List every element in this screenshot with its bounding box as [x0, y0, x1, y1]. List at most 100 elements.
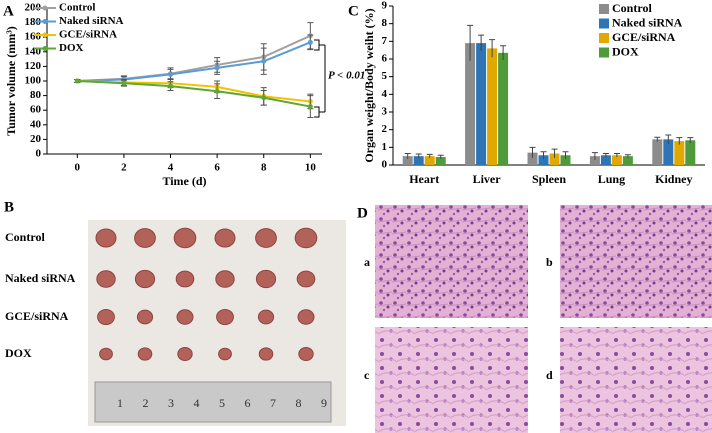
histology-image — [560, 327, 712, 433]
tumor — [218, 347, 232, 361]
error-bar — [665, 134, 672, 144]
bar — [589, 156, 600, 165]
legend-label: Naked siRNA — [59, 15, 124, 27]
tumor — [257, 309, 275, 325]
point — [74, 78, 80, 84]
ruler-label: 8 — [296, 396, 302, 410]
series-line — [77, 80, 311, 108]
x-tick-label: 2 — [121, 162, 127, 174]
y-tick-label: 20 — [30, 133, 42, 145]
bar — [560, 155, 571, 165]
legend-label: DOX — [612, 44, 639, 58]
error-bar — [426, 153, 433, 158]
tumor — [137, 347, 153, 361]
point — [121, 80, 127, 86]
y-tick-label: 0 — [382, 159, 388, 171]
bar — [652, 139, 663, 165]
y-tick-label: 100 — [25, 75, 42, 87]
error-bar — [415, 153, 422, 159]
bar — [622, 156, 633, 165]
x-tick-label: 6 — [214, 162, 220, 174]
bracket — [314, 39, 326, 118]
bar — [476, 43, 487, 165]
ruler-label: 9 — [321, 396, 327, 410]
ruler-label: 1 — [117, 396, 123, 410]
ruler-label: 4 — [194, 396, 200, 410]
x-tick-label: 4 — [168, 162, 174, 174]
histology-image — [560, 205, 712, 318]
y-tick-label: 9 — [382, 0, 388, 12]
x-tick-label: Kidney — [655, 172, 692, 186]
error-bar — [478, 34, 485, 52]
legend-label: DOX — [59, 42, 84, 54]
series-line — [77, 41, 311, 82]
error-bar — [489, 39, 496, 58]
panel-label: C — [348, 3, 359, 19]
tumor — [216, 308, 234, 326]
legend-marker — [42, 46, 48, 51]
bar — [487, 48, 498, 165]
histology-image — [375, 205, 528, 318]
y-tick-label: 4 — [382, 88, 388, 100]
error-bar — [551, 148, 558, 158]
y-tick-label: 1 — [382, 141, 388, 153]
row-label: Naked siRNA — [5, 271, 76, 285]
legend-marker — [42, 5, 48, 11]
series-line — [77, 34, 311, 82]
y-tick-label: 60 — [30, 104, 42, 116]
image-label: c — [364, 368, 370, 382]
y-tick-label: 140 — [25, 45, 42, 57]
bar — [611, 155, 622, 165]
tumor — [136, 309, 154, 325]
tumor — [173, 227, 197, 249]
x-tick-label: Spleen — [532, 172, 566, 186]
error-bar — [654, 136, 661, 142]
tumor — [294, 227, 318, 249]
legend-swatch — [599, 18, 609, 29]
legend-label: Control — [612, 1, 652, 15]
ruler-label: 6 — [245, 396, 251, 410]
error-bar — [602, 153, 609, 158]
bar — [527, 152, 538, 165]
bar — [685, 140, 696, 165]
y-axis-label: Organ weight/Body weiht (%) — [362, 8, 376, 162]
annotation: P < 0.01 — [328, 70, 365, 82]
ruler-label: 3 — [168, 396, 174, 410]
point — [168, 71, 174, 77]
legend-label: GCE/siRNA — [612, 30, 676, 44]
tumor — [96, 270, 116, 288]
legend-swatch — [599, 4, 609, 14]
error-bar — [687, 137, 694, 143]
error-bar — [562, 151, 569, 159]
bar — [498, 52, 509, 165]
bar — [435, 157, 446, 165]
image-label: d — [546, 368, 553, 382]
ruler-label: 7 — [270, 396, 276, 410]
x-tick-label: 10 — [305, 162, 317, 174]
error-bar — [500, 45, 507, 60]
legend-swatch — [599, 33, 609, 43]
x-axis-label: Time (d) — [162, 174, 206, 188]
y-tick-label: 0 — [36, 148, 42, 160]
error-bar — [591, 152, 598, 160]
y-tick-label: 80 — [30, 89, 42, 101]
tumor — [134, 228, 156, 248]
ruler-label: 5 — [219, 396, 225, 410]
legend-label: Control — [59, 2, 95, 14]
y-axis-label: Tumor volume (mm³) — [4, 26, 18, 136]
error-bar — [404, 153, 411, 159]
panel-label: A — [3, 3, 14, 19]
image-label: b — [546, 255, 553, 269]
y-tick-label: 3 — [382, 106, 388, 118]
tumor — [97, 308, 115, 326]
row-label: DOX — [5, 346, 32, 360]
y-tick-label: 120 — [25, 60, 42, 72]
bar — [549, 153, 560, 165]
legend-label: GCE/siRNA — [59, 29, 117, 41]
error-bar — [467, 24, 474, 61]
ruler — [94, 381, 332, 423]
row-label: GCE/siRNA — [5, 309, 69, 323]
image-label: a — [364, 255, 370, 269]
bar — [663, 139, 674, 165]
histology-image — [375, 327, 528, 433]
